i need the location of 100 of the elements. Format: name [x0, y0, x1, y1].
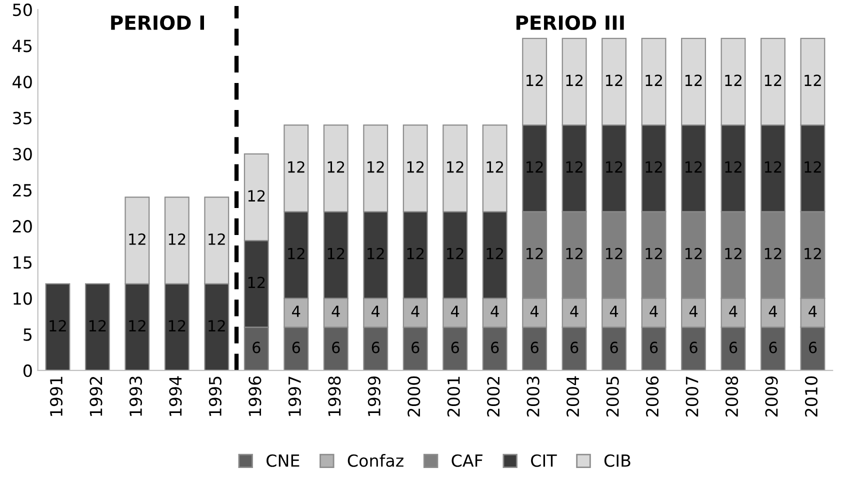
data-label: 12	[248, 276, 265, 288]
annotation: PERIOD I	[111, 15, 204, 30]
data-label: 4	[610, 306, 618, 317]
y-tick-label: 35	[13, 112, 32, 124]
data-label: 12	[606, 74, 622, 86]
legend-label: Confaz	[348, 454, 404, 467]
data-label: 6	[451, 342, 459, 354]
data-label: 4	[570, 306, 578, 317]
data-label: 6	[808, 342, 817, 354]
x-tick-label: 2010	[804, 376, 818, 417]
data-label: 12	[168, 233, 186, 245]
data-label: 12	[804, 161, 821, 173]
data-label: 4	[490, 306, 499, 317]
x-tick-label: 2000	[408, 376, 420, 417]
data-label: 12	[328, 161, 344, 173]
x-tick-label: 2009	[765, 376, 778, 417]
data-label: 12	[288, 161, 304, 173]
data-label: 12	[526, 161, 543, 173]
data-label: 12	[168, 320, 186, 332]
data-label: 6	[530, 342, 538, 354]
data-label: 12	[248, 190, 265, 202]
data-label: 12	[804, 248, 821, 260]
x-tick-label: 1995	[208, 376, 222, 416]
data-label: 12	[646, 161, 662, 173]
bar	[84, 283, 110, 370]
x-tick-label: 1992	[90, 376, 102, 416]
data-label: 12	[725, 248, 742, 260]
data-label: 6	[491, 342, 499, 354]
data-label: 12	[129, 233, 146, 245]
y-tick-label: 50	[13, 4, 32, 16]
data-label: 12	[685, 248, 702, 260]
data-label: 12	[725, 161, 742, 173]
data-label: 4	[530, 306, 539, 317]
data-label: 12	[725, 74, 742, 86]
data-label: 6	[729, 342, 738, 354]
data-label: 12	[566, 161, 582, 173]
data-label: 12	[804, 74, 821, 86]
data-label: 4	[332, 306, 340, 317]
data-label: 6	[372, 342, 380, 354]
data-label: 4	[689, 306, 698, 317]
data-label: 12	[208, 320, 225, 332]
data-label: 4	[729, 306, 738, 317]
y-tick-label: 20	[12, 220, 32, 233]
x-tick-label: 1996	[248, 376, 262, 416]
data-label: 6	[769, 342, 777, 354]
legend-label: CIB	[604, 454, 630, 467]
data-label: 6	[292, 342, 300, 354]
x-tick-label: 2003	[526, 376, 540, 417]
data-label: 12	[486, 161, 504, 173]
x-tick-label: 2008	[725, 376, 738, 417]
data-label: 12	[606, 248, 622, 260]
data-label: 12	[566, 248, 582, 260]
x-tick-label: 1993	[129, 376, 142, 416]
y-tick-label: 30	[13, 148, 32, 160]
data-label: 12	[288, 248, 304, 260]
data-label: 12	[526, 74, 543, 86]
data-label: 12	[368, 248, 384, 260]
x-tick-label: 2006	[646, 376, 659, 417]
data-label: 12	[646, 248, 662, 260]
data-label: 12	[486, 248, 504, 260]
data-label: 12	[208, 233, 225, 245]
y-tick-label: 45	[12, 40, 32, 52]
data-label: 4	[450, 306, 460, 317]
x-tick-label: 1997	[288, 376, 301, 416]
data-label: 6	[650, 342, 658, 354]
x-tick-label: 2002	[487, 376, 500, 417]
data-label: 12	[89, 320, 106, 332]
data-label: 12	[129, 320, 146, 332]
annotation: PERIOD III	[516, 15, 624, 30]
y-tick-label: 5	[24, 328, 32, 341]
x-tick-label: 1991	[50, 376, 63, 416]
data-label: 12	[566, 74, 582, 86]
legend-label: CNE	[266, 454, 300, 467]
x-tick-label: 1998	[328, 376, 341, 416]
data-label: 12	[764, 74, 782, 86]
data-label: 6	[570, 342, 578, 354]
data-label: 6	[252, 342, 260, 354]
data-label: 12	[50, 320, 66, 332]
data-label: 12	[764, 161, 782, 173]
data-label: 4	[372, 306, 380, 317]
bar	[45, 283, 70, 370]
data-label: 12	[328, 248, 344, 260]
data-label: 12	[447, 248, 464, 260]
y-tick-label: 15	[14, 256, 32, 269]
x-tick-label: 2005	[606, 376, 619, 417]
x-tick-label: 2004	[566, 376, 580, 417]
data-label: 6	[610, 342, 618, 354]
data-label: 12	[606, 161, 622, 173]
data-label: 4	[411, 306, 420, 317]
legend-label: CAF	[452, 454, 482, 467]
data-label: 4	[650, 306, 658, 317]
legend-label: CIT	[531, 454, 557, 467]
data-label: 12	[685, 74, 702, 86]
data-label: 12	[764, 248, 782, 260]
x-tick-label: 1999	[368, 376, 380, 416]
data-label: 4	[768, 306, 777, 317]
data-label: 12	[685, 161, 702, 173]
y-tick-label: 0	[23, 364, 32, 378]
data-label: 12	[407, 248, 424, 260]
y-tick-label: 10	[14, 292, 32, 305]
